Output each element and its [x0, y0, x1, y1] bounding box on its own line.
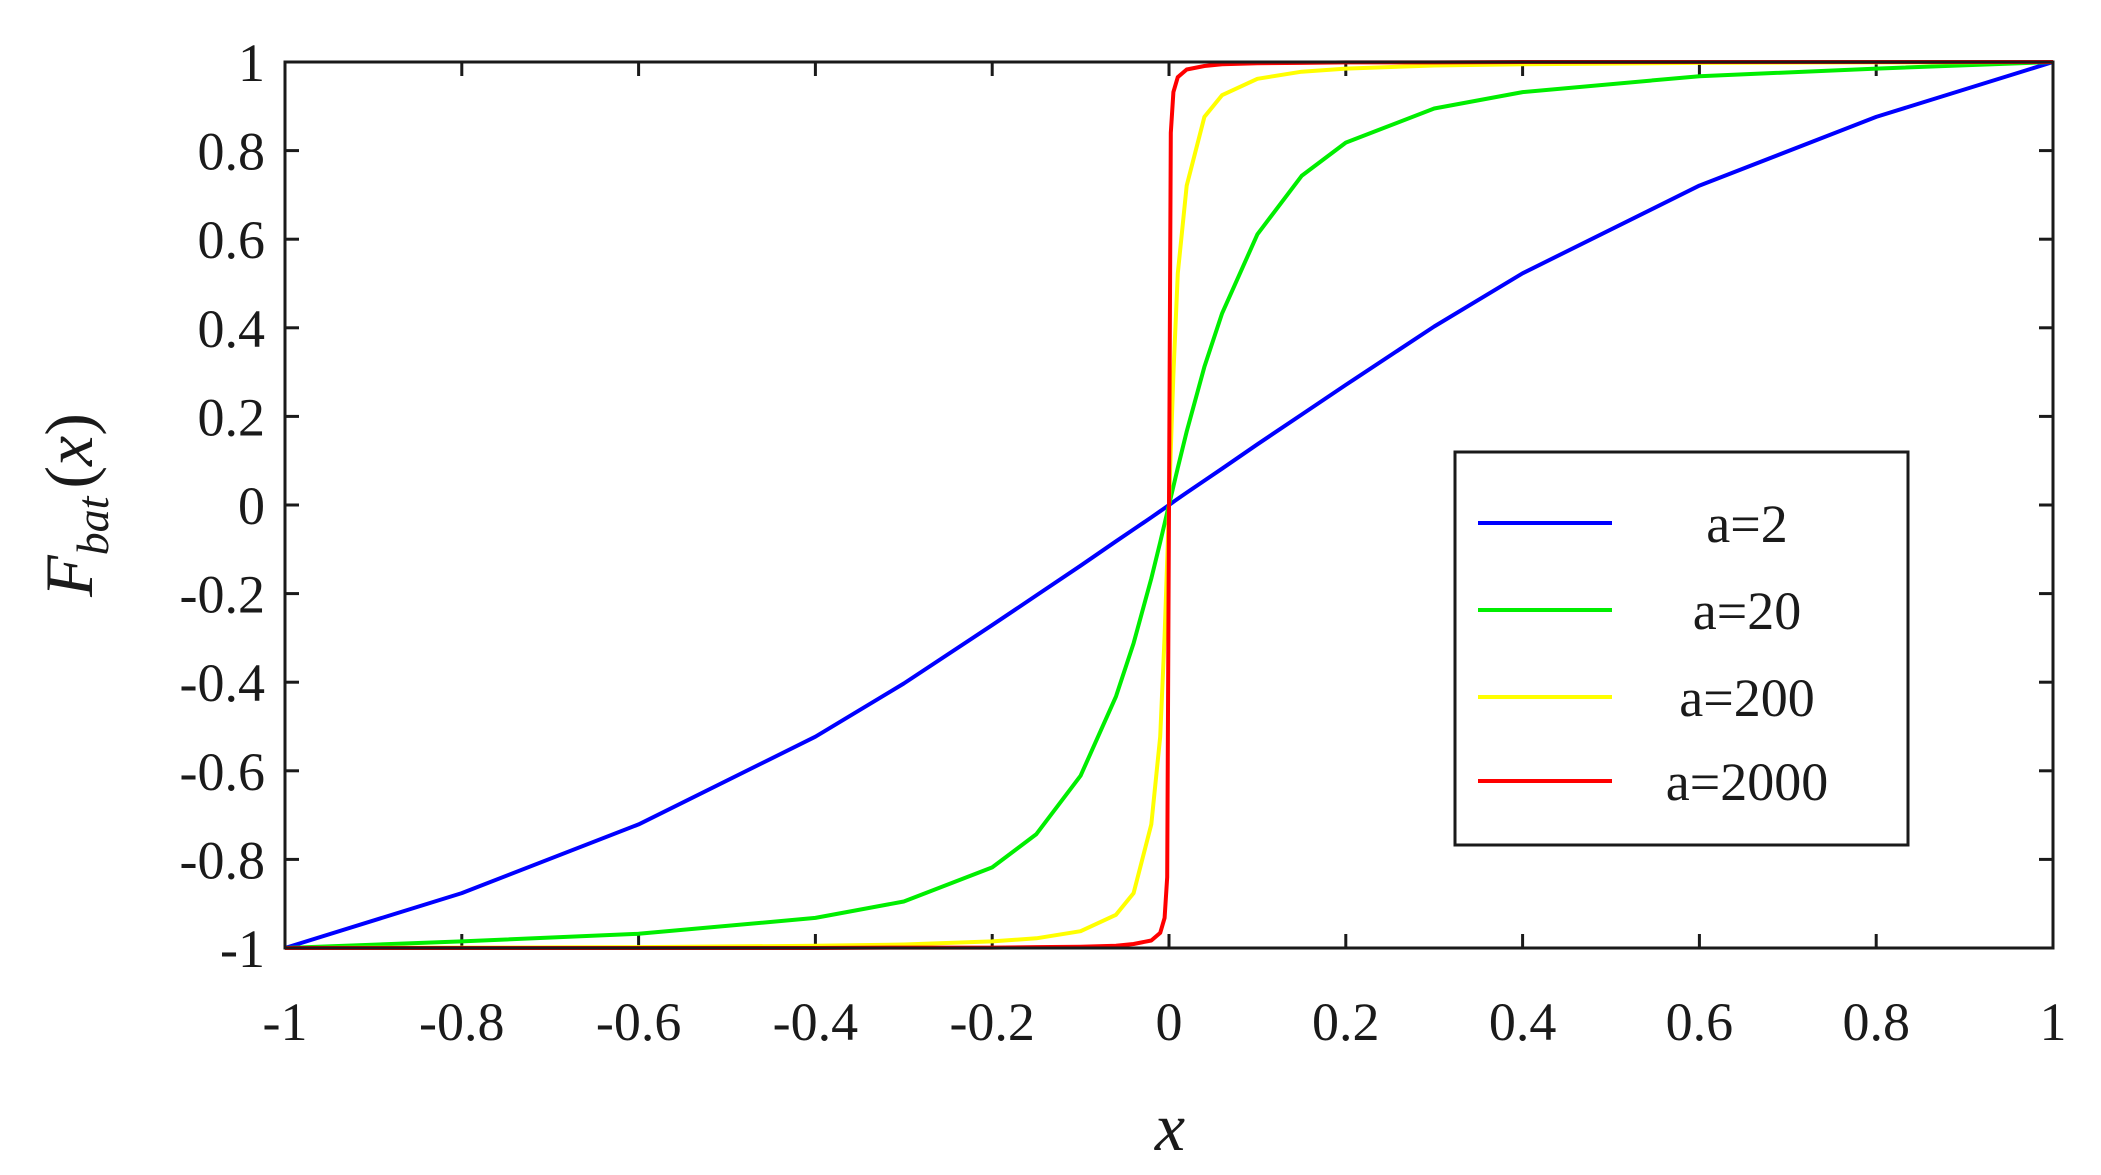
y-tick-label: 0.8	[198, 122, 266, 182]
x-tick-label: -0.2	[949, 992, 1034, 1052]
x-tick-label: 0.6	[1666, 992, 1734, 1052]
y-axis-title-close-paren: )	[31, 413, 107, 436]
y-tick-label: 0.6	[198, 210, 266, 270]
x-tick-label: 0.4	[1489, 992, 1557, 1052]
y-tick-label: 0.2	[198, 387, 266, 447]
y-tick-label: -1	[220, 919, 265, 979]
y-tick-label: -0.6	[180, 742, 265, 802]
y-tick-label: -0.2	[180, 565, 265, 625]
y-axis-title-subscript: bat	[67, 495, 118, 555]
y-axis-title: Fbat (x)	[31, 413, 118, 598]
x-tick-label: 0.8	[1842, 992, 1910, 1052]
y-axis-title-argument: x	[31, 436, 107, 467]
y-tick-labels: 1 0.8 0.6 0.4 0.2 0 -0.2 -0.4 -0.6 -0.8 -1	[180, 33, 265, 979]
legend-label: a=2000	[1666, 752, 1828, 812]
y-tick-label: 0.4	[198, 299, 266, 359]
y-tick-label: -0.4	[180, 653, 265, 713]
y-axis-title-open-paren: (	[31, 466, 107, 489]
y-tick-label: 1	[238, 33, 265, 93]
svg-text:Fbat(x): Fbat (x)	[31, 413, 118, 598]
x-tick-label: 1	[2040, 992, 2067, 1052]
x-tick-label: 0.2	[1312, 992, 1380, 1052]
x-tick-label: -0.6	[596, 992, 681, 1052]
tick-marks	[283, 60, 2055, 950]
x-tick-label: 0	[1156, 992, 1183, 1052]
x-tick-label: -0.8	[419, 992, 504, 1052]
y-tick-label: -0.8	[180, 830, 265, 890]
legend-label: a=2	[1706, 494, 1787, 554]
x-tick-label: -0.4	[773, 992, 858, 1052]
x-tick-labels: -1 -0.8 -0.6 -0.4 -0.2 0 0.2 0.4 0.6 0.8 1	[263, 992, 2067, 1052]
y-tick-label: 0	[238, 476, 265, 536]
x-tick-label: -1	[263, 992, 308, 1052]
legend-label: a=20	[1693, 581, 1801, 641]
legend-label: a=200	[1679, 668, 1814, 728]
legend: a=2 a=20 a=200 a=2000	[1453, 450, 1910, 847]
y-axis-title-main: F	[31, 554, 107, 598]
plot-frame	[283, 60, 2055, 950]
x-axis-title: x	[1154, 1089, 1185, 1165]
